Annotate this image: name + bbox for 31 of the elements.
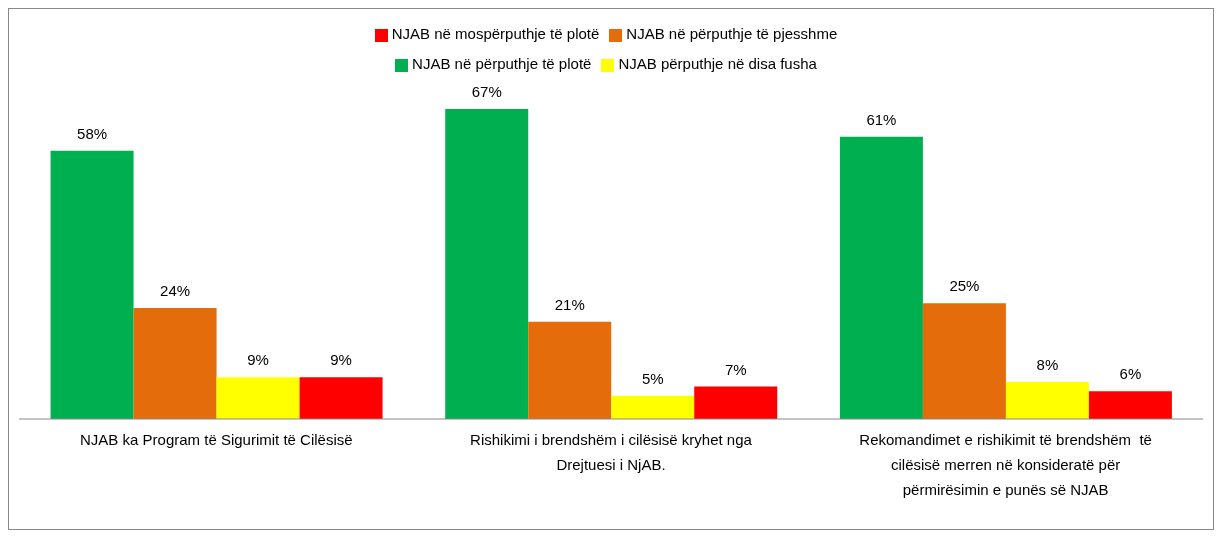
data-label: 6% bbox=[1119, 365, 1142, 383]
bar bbox=[1088, 391, 1172, 419]
data-label: 61% bbox=[866, 110, 897, 128]
data-label: 7% bbox=[724, 360, 747, 378]
legend-label: NJAB në përputhje të pjesshme bbox=[626, 25, 838, 42]
legend-label: NJAB në përputhje të plotë bbox=[412, 55, 592, 72]
data-label: 8% bbox=[1036, 355, 1059, 373]
x-tick-label: Rekomandimet e rishikimit të brendshëm të cilësisë merren në konsideratë për përmirësimin e punës së NJAB bbox=[859, 431, 1152, 498]
legend-label: NJAB përputhje në disa fusha bbox=[618, 55, 817, 72]
data-label: 25% bbox=[949, 277, 980, 295]
data-label: 21% bbox=[554, 295, 585, 313]
x-tick-label: Rishikimi i brendshëm i cilësisë kryhet nga Drejtuesi i NjAB. bbox=[470, 431, 753, 473]
data-label: 9% bbox=[330, 351, 352, 369]
bar bbox=[611, 395, 695, 419]
bar bbox=[445, 109, 529, 419]
bar bbox=[694, 386, 778, 419]
bar bbox=[1005, 381, 1089, 419]
x-tick-label: NJAB ka Program të Sigurimit të Cilësisë bbox=[80, 431, 353, 448]
bar bbox=[839, 136, 923, 419]
data-label: 67% bbox=[471, 83, 502, 100]
data-label: 24% bbox=[160, 281, 191, 299]
bar bbox=[299, 377, 383, 419]
bar bbox=[528, 321, 612, 419]
data-label: 9% bbox=[247, 351, 269, 369]
bar bbox=[133, 307, 217, 419]
data-label: 58% bbox=[77, 124, 108, 142]
bar bbox=[216, 377, 300, 419]
data-label: 5% bbox=[641, 369, 664, 387]
legend-label: NJAB në mospërputhje të plotë bbox=[391, 25, 600, 42]
bar bbox=[922, 303, 1006, 419]
bar bbox=[50, 150, 134, 419]
